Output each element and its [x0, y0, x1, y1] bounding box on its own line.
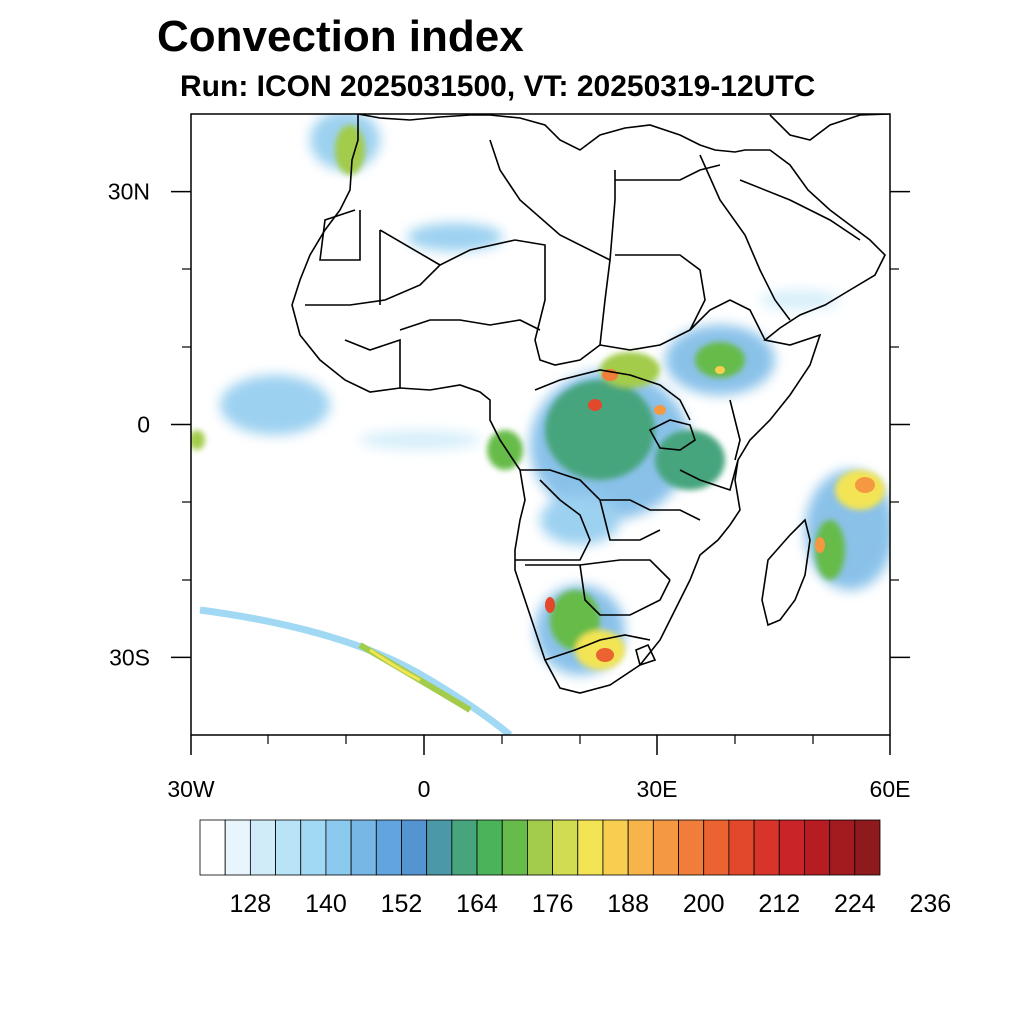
colorbar-labels: 128 140 152 164 176 188 200 212 224 236 [230, 890, 952, 918]
colorbar-swatch [350, 819, 377, 876]
colorbar-swatch [728, 819, 755, 876]
colorbar-swatch [577, 819, 604, 876]
colorbar-label: 212 [758, 890, 800, 918]
lat-tick-label: 0 [137, 412, 150, 438]
colorbar-swatch [426, 819, 453, 876]
colorbar-swatch [401, 819, 428, 876]
colorbar-label: 224 [834, 890, 876, 918]
lon-tick-label: 0 [418, 776, 431, 802]
colorbar [199, 819, 881, 876]
colorbar-swatch [375, 819, 402, 876]
colorbar-swatch [627, 819, 654, 876]
colorbar-swatch [300, 819, 327, 876]
colorbar-swatch [778, 819, 805, 876]
colorbar-label: 236 [910, 890, 952, 918]
minor-ticks [182, 268, 899, 744]
colorbar-swatch [275, 819, 302, 876]
colorbar-swatch [501, 819, 528, 876]
colorbar-swatch [476, 819, 503, 876]
colorbar-swatch [199, 819, 226, 876]
colorbar-label: 176 [532, 890, 574, 918]
colorbar-swatch [652, 819, 679, 876]
colorbar-label: 152 [381, 890, 423, 918]
colorbar-swatch [602, 819, 629, 876]
colorbar-swatch [753, 819, 780, 876]
longitude-axis: 30W 0 30E 60E [167, 735, 910, 802]
colorbar-label: 128 [230, 890, 272, 918]
colorbar-swatch [451, 819, 478, 876]
colorbar-label: 164 [456, 890, 498, 918]
lon-tick-label: 60E [870, 776, 911, 802]
colorbar-swatch [527, 819, 553, 876]
colorbar-swatch [804, 819, 831, 876]
colorbar-label: 200 [683, 890, 725, 918]
colorbar-label: 188 [607, 890, 649, 918]
plot-area [191, 114, 890, 735]
map-title: Convection index [157, 12, 524, 61]
colorbar-swatch [829, 819, 856, 876]
colorbar-swatch [224, 819, 251, 876]
colorbar-swatch [552, 819, 579, 876]
latitude-axis: 30N 0 30S [108, 179, 910, 670]
lon-tick-label: 30E [637, 776, 678, 802]
colorbar-swatch [249, 819, 276, 876]
map-subtitle: Run: ICON 2025031500, VT: 20250319-12UTC [180, 70, 816, 103]
lat-tick-label: 30N [108, 179, 150, 205]
colorbar-swatch [678, 819, 705, 876]
colorbar-swatch [325, 819, 352, 876]
lat-tick-label: 30S [109, 644, 150, 670]
convection-field [191, 114, 890, 735]
colorbar-swatch [854, 819, 881, 876]
colorbar-label: 140 [305, 890, 347, 918]
coastlines-borders [291, 114, 890, 694]
colorbar-swatch [703, 819, 730, 876]
lon-tick-label: 30W [167, 776, 215, 802]
